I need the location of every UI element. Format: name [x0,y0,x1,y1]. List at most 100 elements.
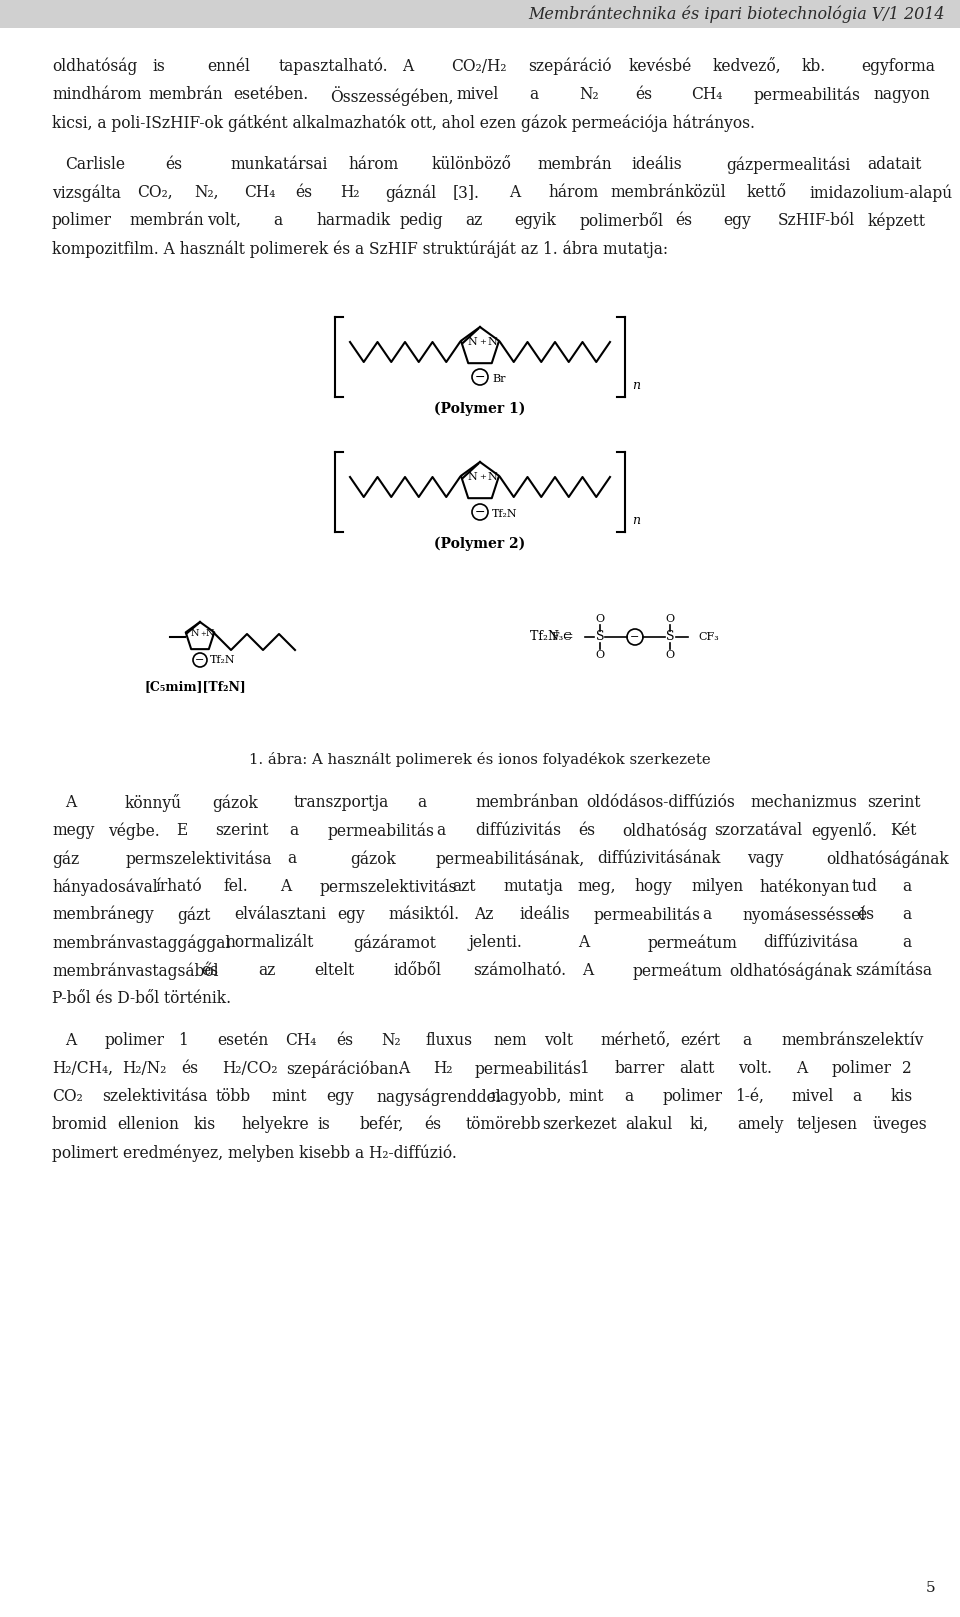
Text: és: és [336,1032,353,1049]
Text: A: A [510,184,520,201]
Text: SzHIF-ból: SzHIF-ból [778,212,855,230]
Text: hogy: hogy [635,878,672,894]
Text: transzportja: transzportja [294,794,390,812]
Text: egyenlő.: egyenlő. [811,821,876,839]
Text: Tf₂N: Tf₂N [210,655,235,665]
Text: gázpermealitási: gázpermealitási [726,155,851,173]
Text: diffúzivitás: diffúzivitás [475,821,562,839]
Text: volt.: volt. [738,1061,772,1077]
Text: ezért: ezért [681,1032,720,1049]
Text: (Polymer 1): (Polymer 1) [434,403,526,417]
Text: fel.: fel. [224,878,249,894]
Text: egy: egy [724,212,752,230]
Text: CH₄: CH₄ [245,184,276,201]
Text: a: a [743,1032,752,1049]
Text: Az: Az [474,906,493,923]
Text: permszelektivitás: permszelektivitás [320,878,457,896]
Text: +: + [480,338,487,346]
Text: helyekre: helyekre [241,1116,309,1134]
Text: ellenion: ellenion [117,1116,179,1134]
Text: nem: nem [493,1032,527,1049]
Text: számolható.: számolható. [473,962,566,978]
Text: hányadosával: hányadosával [52,878,157,896]
Text: membrán: membrán [130,212,204,230]
Text: mechanizmus: mechanizmus [751,794,857,812]
Text: volt: volt [544,1032,573,1049]
Text: nagyon: nagyon [873,86,930,103]
Text: A: A [402,58,414,74]
Text: +: + [200,631,205,639]
Text: polimert eredményez, melyben kisebb a H₂-diffúzió.: polimert eredményez, melyben kisebb a H₂… [52,1143,457,1161]
Text: esetében.: esetében. [233,86,309,103]
Text: több: több [215,1088,251,1104]
Text: kb.: kb. [802,58,826,74]
Text: eltelt: eltelt [314,962,354,978]
Text: és: és [296,184,312,201]
Text: O: O [595,650,605,660]
Text: membránvastagsából: membránvastagsából [52,962,219,980]
Text: gáznál: gáznál [385,184,436,202]
Text: nagyságrenddel: nagyságrenddel [376,1088,501,1106]
Text: és: és [166,155,182,173]
Text: gázok: gázok [212,794,258,812]
Text: permszelektivitása: permszelektivitása [126,851,273,867]
Text: volt,: volt, [207,212,241,230]
Text: N₂: N₂ [381,1032,400,1049]
Text: nagyobb,: nagyobb, [491,1088,562,1104]
Text: diffúzivitásának: diffúzivitásának [597,851,720,867]
Text: n: n [632,378,640,391]
Text: amely: amely [737,1116,783,1134]
Text: O: O [665,650,675,660]
Text: végbe.: végbe. [108,821,160,839]
Text: jelenti.: jelenti. [468,935,522,951]
Text: azt: azt [452,878,476,894]
Text: Carlisle: Carlisle [65,155,126,173]
Text: CF₃: CF₃ [698,632,719,642]
Text: gázok: gázok [349,851,396,867]
Text: oldhatóságának: oldhatóságának [730,962,852,980]
Text: polimer: polimer [52,212,112,230]
Text: szorzatával: szorzatával [714,821,802,839]
Text: és: és [578,821,595,839]
Text: kicsi, a poli-ISzHIF-ok gátként alkalmazhatók ott, ahol ezen gázok permeációja h: kicsi, a poli-ISzHIF-ok gátként alkalmaz… [52,115,755,131]
Text: oldhatóság: oldhatóság [623,821,708,839]
Text: [C₅mim][Tf₂N]: [C₅mim][Tf₂N] [144,681,246,694]
Text: mutatja: mutatja [503,878,564,894]
Text: N: N [468,336,477,348]
Text: vagy: vagy [747,851,783,867]
Text: a: a [703,906,712,923]
Text: megy: megy [52,821,94,839]
Text: CO₂/H₂: CO₂/H₂ [451,58,506,74]
Text: A: A [797,1061,807,1077]
Text: 2: 2 [902,1061,912,1077]
Text: membrán: membrán [611,184,685,201]
Text: 1. ábra: A használt polimerek és ionos folyadékok szerkezete: 1. ábra: A használt polimerek és ionos f… [250,752,710,766]
Text: az: az [257,962,276,978]
Text: [3].: [3]. [453,184,480,201]
Text: a: a [287,851,297,867]
Text: adatait: adatait [867,155,922,173]
Text: membránvastaggággal: membránvastaggággal [52,935,230,951]
Text: 5: 5 [925,1581,935,1594]
Text: és: és [202,962,219,978]
Bar [0,0,960,27]
Text: kedvező,: kedvező, [712,58,781,74]
Text: N: N [468,472,477,482]
Text: A: A [65,794,77,812]
Text: nyomásesséssel: nyomásesséssel [742,906,865,923]
Text: mivel: mivel [791,1088,833,1104]
Text: E: E [177,821,187,839]
Text: közül: közül [684,184,726,201]
Text: gáz: gáz [52,851,80,867]
Text: membrán: membrán [149,86,224,103]
Text: oldódásos-diffúziós: oldódásos-diffúziós [587,794,735,812]
Text: permeátum: permeátum [633,962,722,980]
Text: kis: kis [194,1116,216,1134]
Text: teljesen: teljesen [797,1116,857,1134]
Text: számítása: számítása [855,962,932,978]
Text: H₂/CH₄,: H₂/CH₄, [52,1061,113,1077]
Text: diffúzivitása: diffúzivitása [763,935,858,951]
Text: permeabilitás: permeabilitás [753,86,860,103]
Text: n: n [632,514,640,527]
Text: a: a [274,212,282,230]
